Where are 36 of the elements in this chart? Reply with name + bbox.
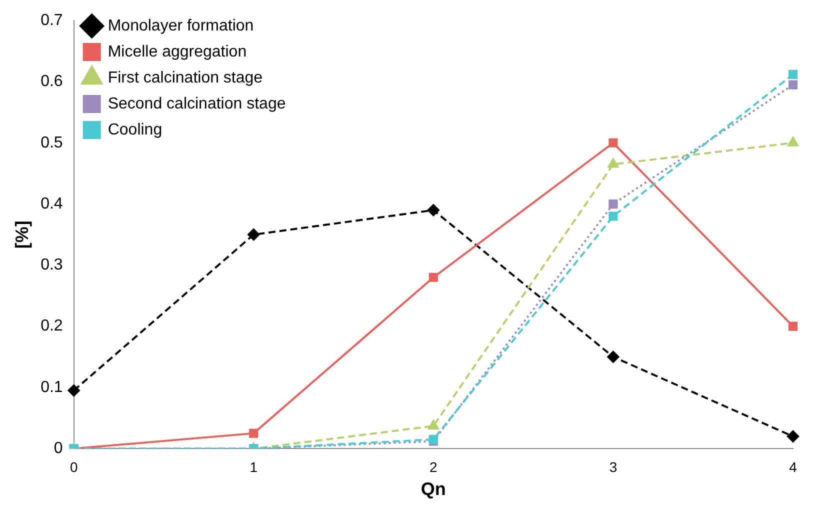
point <box>788 80 798 90</box>
y-tick-label: 0.7 <box>40 12 63 30</box>
y-tick-label: 0.5 <box>40 134 63 152</box>
point <box>248 228 260 241</box>
point <box>608 199 618 209</box>
y-axis-title: [%] <box>12 220 32 249</box>
y-tick-label: 0.6 <box>40 73 63 90</box>
y-tick-label: 0.4 <box>40 195 63 212</box>
point <box>607 350 620 363</box>
point <box>608 158 619 168</box>
point <box>428 272 438 282</box>
y-tick-label: 0.3 <box>40 256 63 274</box>
point <box>249 428 258 438</box>
x-tick-label: 1 <box>250 458 258 475</box>
legend-label: First calcination stage <box>108 69 263 86</box>
y-tick-label: 0.1 <box>40 378 63 396</box>
legend-label: Micelle aggregation <box>108 43 247 60</box>
x-tick-label: 4 <box>789 458 798 475</box>
y-tick-label: 0 <box>54 440 63 458</box>
y-tick-label: 0.2 <box>40 318 63 335</box>
x-tick-label: 3 <box>609 458 618 475</box>
legend-label: Second calcination stage <box>108 95 286 112</box>
point <box>427 204 440 216</box>
point <box>788 136 798 146</box>
point <box>788 70 798 79</box>
point <box>428 420 439 430</box>
x-tick-label: 2 <box>430 458 438 475</box>
legend-label: Cooling <box>108 121 162 138</box>
point <box>608 138 618 148</box>
x-tick-label: 0 <box>70 458 78 475</box>
point <box>788 322 798 331</box>
point <box>787 430 799 442</box>
x-axis-title: Qn <box>420 479 446 500</box>
point <box>608 212 618 221</box>
point <box>68 384 80 397</box>
legend-label: Monolayer formation <box>108 17 254 34</box>
